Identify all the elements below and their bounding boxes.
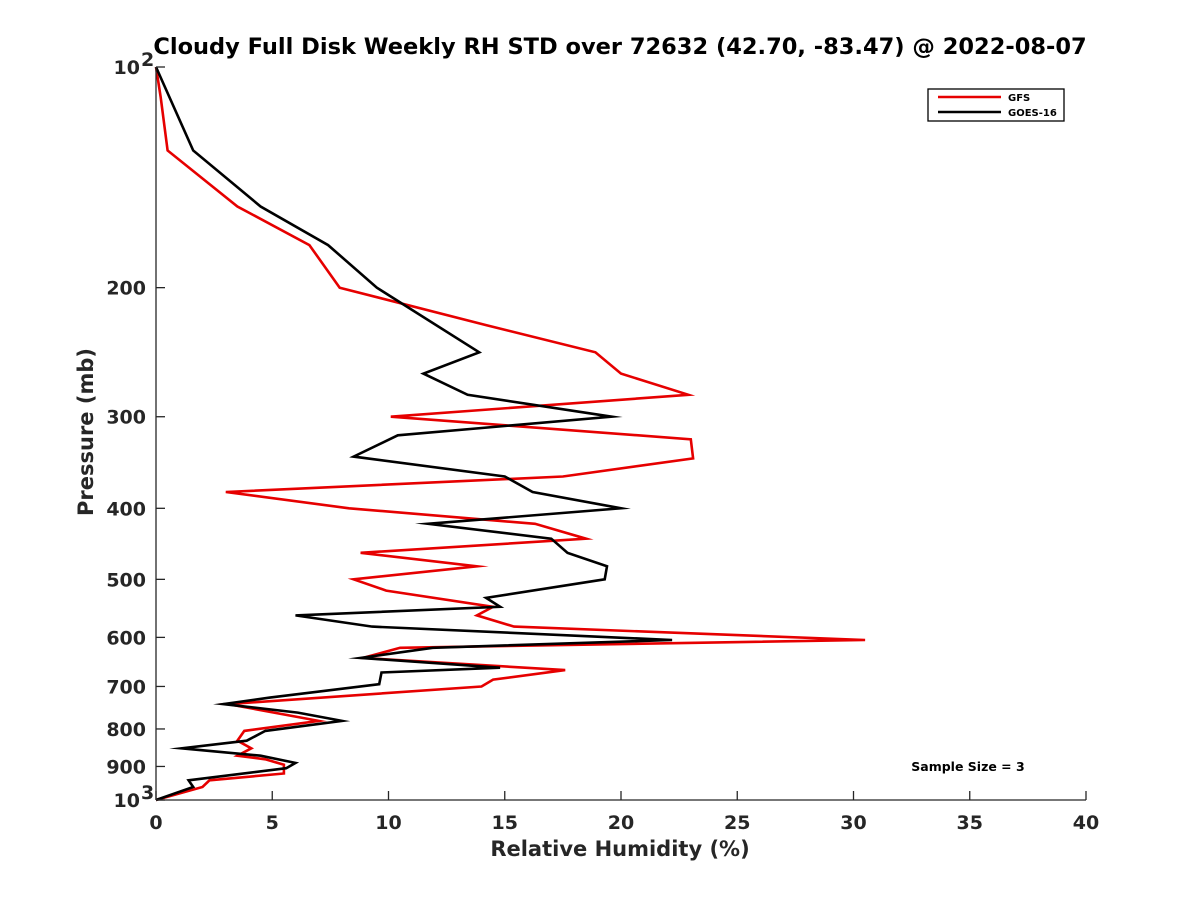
y-tick-label: 400	[106, 498, 146, 520]
y-axis-title: Pressure (mb)	[74, 348, 98, 516]
y-tick-label: 10	[114, 790, 140, 812]
y-tick-label: 300	[106, 407, 146, 429]
y-tick-label: 600	[106, 627, 146, 649]
series-line-goes-16	[154, 66, 673, 802]
x-tick-label: 20	[608, 812, 634, 834]
x-tick-label: 15	[492, 812, 518, 834]
x-tick-label: 25	[724, 812, 750, 834]
y-tick-label: 500	[106, 569, 146, 591]
legend-label: GFS	[1008, 93, 1030, 104]
sample-size-annotation: Sample Size = 3	[911, 759, 1024, 774]
y-tick-label: 900	[106, 756, 146, 778]
y-tick-label: 800	[106, 719, 146, 741]
x-tick-label: 35	[957, 812, 983, 834]
legend-box	[927, 88, 1065, 122]
y-tick-label: 200	[106, 278, 146, 300]
series-line-gfs	[154, 66, 866, 802]
y-tick-label: 700	[106, 676, 146, 698]
x-tick-label: 10	[375, 812, 401, 834]
y-tick-exponent: 2	[141, 49, 154, 71]
x-axis-ticks: 0 5 10 15 20 25 30 35 40	[149, 791, 1099, 834]
y-tick-label: 10	[114, 57, 140, 79]
legend: GFS GOES-16	[927, 88, 1065, 122]
chart-title: Cloudy Full Disk Weekly RH STD over 7263…	[153, 34, 1086, 60]
plot-area	[154, 66, 866, 802]
x-tick-label: 5	[266, 812, 279, 834]
x-tick-label: 40	[1073, 812, 1099, 834]
y-tick-exponent: 3	[141, 782, 154, 804]
x-tick-label: 30	[840, 812, 866, 834]
x-axis-title: Relative Humidity (%)	[490, 837, 749, 861]
x-tick-label: 0	[149, 812, 162, 834]
legend-label: GOES-16	[1008, 108, 1057, 119]
